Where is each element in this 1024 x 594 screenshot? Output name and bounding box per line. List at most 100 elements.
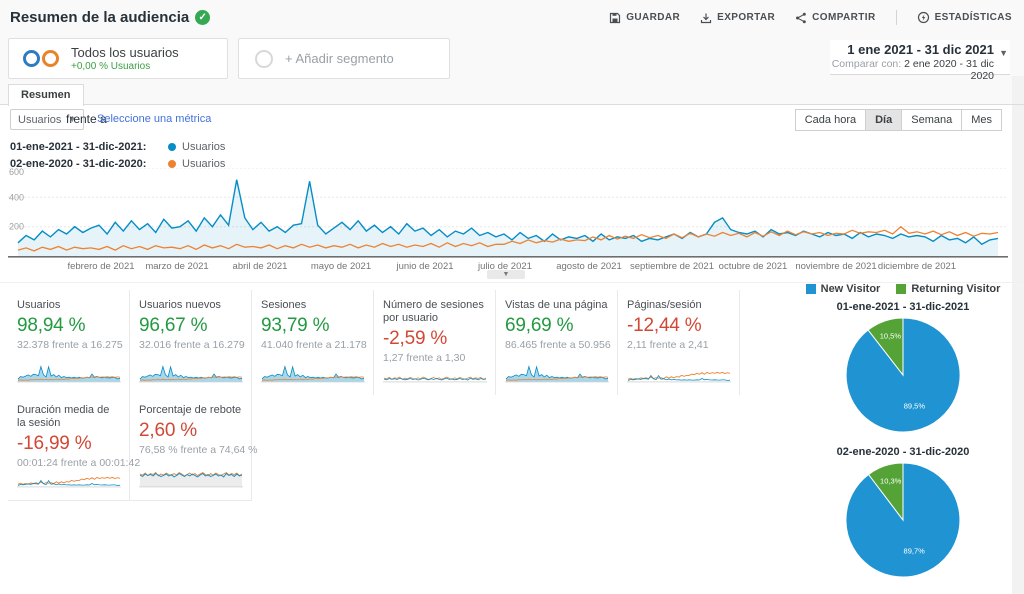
interval-mes[interactable]: Mes (961, 109, 1002, 131)
segment-title: Todos los usuarios (71, 45, 179, 60)
vs-label: frente a (66, 112, 107, 126)
card-comparison: 86.465 frente a 50.956 (505, 339, 611, 351)
add-segment-button[interactable]: + Añadir segmento (238, 38, 450, 79)
legend-metric: Usuarios (182, 157, 226, 170)
svg-text:200: 200 (9, 222, 24, 232)
card-sparkline-chart (17, 364, 121, 389)
exportar-button[interactable]: EXPORTAR (700, 12, 775, 24)
card-delta-value: -16,99 % (17, 433, 92, 454)
share-icon (795, 12, 807, 24)
legend-label: Returning Visitor (911, 283, 1001, 295)
date-range-selector[interactable]: 1 ene 2021 - 31 dic 2021 Comparar con: 2… (830, 40, 1010, 82)
compare-label: Comparar con: (831, 58, 902, 70)
segment-rings-icon (23, 50, 59, 67)
ring-blue-icon (23, 50, 40, 67)
legend-label: New Visitor (820, 283, 881, 295)
tab-resumen[interactable]: Resumen (8, 84, 84, 106)
metric-select-dropdown[interactable]: Usuarios ▼ (10, 109, 85, 130)
card-delta-value: -2,59 % (383, 328, 448, 349)
legend-date-range: 01-ene-2021 - 31-dic-2021: (10, 140, 147, 153)
compartir-button[interactable]: COMPARTIR (795, 12, 875, 24)
legend-dot-icon (168, 159, 176, 168)
card-sparkline-chart (383, 364, 487, 389)
date-range-primary: 1 ene 2021 - 31 dic 2021 (847, 42, 994, 57)
pie-title: 01-ene-2021 - 31-dic-2021 (836, 301, 970, 313)
card-comparison: 2,11 frente a 2,41 (627, 339, 709, 351)
card-title: Usuarios nuevos (139, 299, 221, 311)
segment-all-users[interactable]: Todos los usuarios +0,00 % Usuarios (8, 38, 228, 79)
svg-text:10,5%: 10,5% (880, 331, 902, 340)
card-title: Porcentaje de rebote (139, 404, 242, 416)
pie-chart: 89,5% 10,5% (795, 315, 1011, 440)
svg-text:marzo de 2021: marzo de 2021 (145, 261, 208, 272)
card-delta-value: 96,67 % (139, 315, 208, 336)
metric-card-número-de-sesiones-por-usuario[interactable]: Número de sesiones por usuario -2,59 % 1,2… (374, 290, 496, 395)
chevron-down-icon: ▼ (68, 115, 77, 124)
card-title: Sesiones (261, 299, 307, 311)
select-metric-link[interactable]: Seleccione una métrica (97, 113, 212, 125)
date-range-compare: Comparar con: 2 ene 2020 - 31 dic 2020 (830, 58, 1010, 82)
action-label: ESTADÍSTICAS (934, 12, 1012, 23)
card-title: Número de sesiones por usuario (383, 299, 484, 324)
metric-cards-grid: Usuarios 98,94 % 32.378 frente a 16.275 Usu… (8, 290, 740, 501)
svg-text:octubre de 2021: octubre de 2021 (719, 261, 788, 272)
svg-text:noviembre de 2021: noviembre de 2021 (795, 261, 876, 272)
legend-row: 01-ene-2021 - 31-dic-2021: Usuarios (10, 138, 225, 155)
card-delta-value: 98,94 % (17, 315, 86, 336)
card-comparison: 76,58 % frente a 74,64 % (139, 444, 258, 456)
card-sparkline-chart (139, 469, 243, 494)
metric-card-vistas-de-una-página[interactable]: Vistas de una página 69,69 % 86.465 frente… (496, 290, 618, 395)
card-sparkline-chart (261, 364, 365, 389)
card-delta-value: 2,60 % (139, 420, 197, 441)
svg-text:julio de 2021: julio de 2021 (477, 261, 532, 272)
add-segment-label: + Añadir segmento (285, 51, 394, 66)
tab-bar: Resumen (0, 84, 1024, 106)
metric-card-duración-media-de-la-sesión[interactable]: Duración media de la sesión -16,99 % 00:01… (8, 395, 141, 501)
card-sparkline-chart (505, 364, 609, 389)
pie-legend: New Visitor Returning Visitor (795, 283, 1011, 295)
estadsticas-button[interactable]: ESTADÍSTICAS (917, 11, 1012, 24)
svg-text:diciembre de 2021: diciembre de 2021 (878, 261, 956, 272)
card-delta-value: 93,79 % (261, 315, 330, 336)
legend-dot-icon (168, 142, 176, 151)
series-legend: 01-ene-2021 - 31-dic-2021: Usuarios 02-ene… (10, 138, 225, 172)
metric-card-páginas/sesión[interactable]: Páginas/sesión -12,44 % 2,11 frente a 2,41 (618, 290, 740, 395)
page-scrollbar-track[interactable] (1012, 76, 1024, 594)
legend-swatch-icon (805, 284, 816, 294)
svg-text:mayo de 2021: mayo de 2021 (311, 261, 371, 272)
card-delta-value: 69,69 % (505, 315, 574, 336)
insights-icon (917, 11, 930, 24)
card-comparison: 32.378 frente a 16.275 (17, 339, 123, 351)
card-sparkline-chart (139, 364, 243, 389)
annotations-expander[interactable]: ▼ (487, 270, 525, 279)
interval-cada-hora[interactable]: Cada hora (794, 109, 867, 131)
guardar-button[interactable]: GUARDAR (609, 12, 680, 24)
svg-text:septiembre de 2021: septiembre de 2021 (630, 261, 714, 272)
segment-delta: +0,00 % Usuarios (71, 61, 151, 72)
ring-orange-icon (42, 50, 59, 67)
action-label: GUARDAR (626, 12, 681, 23)
card-title: Usuarios (17, 299, 61, 311)
card-comparison: 00:01:24 frente a 00:01:42 (17, 457, 141, 469)
legend-swatch-icon (896, 284, 907, 294)
page-title: Resumen de la audiencia ✓ (10, 9, 211, 26)
pie-chart: 89,7% 10,3% (795, 460, 1011, 585)
svg-text:10,3%: 10,3% (880, 476, 902, 485)
export-icon (700, 12, 712, 24)
metric-card-usuarios-nuevos[interactable]: Usuarios nuevos 96,67 % 32.016 frente a 16… (130, 290, 252, 395)
svg-text:junio de 2021: junio de 2021 (395, 261, 453, 272)
metric-card-usuarios[interactable]: Usuarios 98,94 % 32.378 frente a 16.275 (8, 290, 130, 395)
metric-card-sesiones[interactable]: Sesiones 93,79 % 41.040 frente a 21.178 (252, 290, 374, 395)
users-timeline-chart: 200 400 600 febrero de 2021 marzo de 2021 abr… (8, 167, 1008, 280)
card-comparison: 1,27 frente a 1,30 (383, 352, 466, 364)
metric-select-value: Usuarios (18, 113, 62, 126)
card-title: Páginas/sesión (627, 299, 702, 311)
interval-semana[interactable]: Semana (901, 109, 963, 131)
card-title: Vistas de una página (505, 299, 608, 311)
interval-día[interactable]: Día (865, 109, 903, 131)
card-sparkline-chart (627, 364, 731, 389)
metric-card-porcentaje-de-rebote[interactable]: Porcentaje de rebote 2,60 % 76,58 % frente… (130, 395, 258, 501)
page-title-text: Resumen de la audiencia (10, 9, 190, 26)
card-sparkline-chart (17, 469, 121, 494)
